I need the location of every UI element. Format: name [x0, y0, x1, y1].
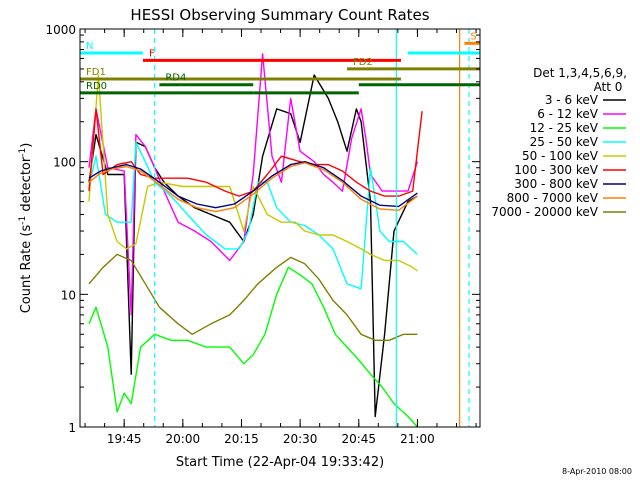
- series-line-7: [88, 160, 418, 209]
- x-tick-label: 21:00: [400, 432, 435, 446]
- x-axis-label: Start Time (22-Apr-04 19:33:42): [176, 455, 384, 470]
- series-line-3: [88, 266, 418, 427]
- annotation-label: FD1: [86, 67, 106, 78]
- legend-title-line-2: Att 0: [594, 80, 623, 94]
- plot-frame: [79, 28, 481, 428]
- y-tick-label: 100: [53, 156, 76, 170]
- series-line-2: [88, 53, 419, 316]
- date-stamp: 8-Apr-2010 08:00: [562, 467, 632, 476]
- annotation-label: RD4: [165, 73, 186, 84]
- legend-entry-3: 12 - 25 keV: [530, 121, 599, 135]
- series-line-8: [88, 162, 418, 213]
- x-tick-label: 20:45: [341, 432, 376, 446]
- x-tick-label: 19:45: [107, 432, 142, 446]
- legend-entry-4: 25 - 50 keV: [530, 135, 599, 149]
- y-axis-label: Count Rate (s-1 detector-1): [18, 143, 34, 314]
- plot-area: N F FD1 FD2 RD0 RD4 S: [80, 29, 480, 427]
- legend-entry-6: 100 - 300 keV: [514, 163, 598, 177]
- y-tick-label: 1000: [45, 23, 76, 37]
- annotation-label: S: [470, 31, 476, 42]
- legend-entry-7: 300 - 800 keV: [514, 177, 598, 191]
- series-line-9: [88, 253, 418, 341]
- legend-entry-9: 7000 - 20000 keV: [491, 205, 598, 219]
- x-tick-label: 20:30: [283, 432, 318, 446]
- chart-title: HESSI Observing Summary Count Rates: [130, 6, 429, 24]
- x-axis: 19:45 20:00 20:15 20:30 20:45 21:00: [84, 29, 477, 446]
- x-tick-label: 20:00: [166, 432, 201, 446]
- annotation-label: N: [86, 41, 93, 52]
- legend-entry-2: 6 - 12 keV: [537, 107, 599, 121]
- annotation-label: FD2: [353, 57, 373, 68]
- series-line-5: [88, 74, 418, 272]
- y-tick-label: 10: [61, 288, 76, 302]
- legend-entry-8: 800 - 7000 keV: [507, 191, 599, 205]
- annotation-label: F: [149, 48, 155, 59]
- legend-entry-5: 50 - 100 keV: [522, 149, 599, 163]
- legend-title-line-1: Det 1,3,4,5,6,9,: [533, 66, 627, 80]
- annotation-label: RD0: [86, 81, 107, 92]
- y-axis: 1 10 100 1000: [45, 23, 480, 435]
- y-tick-label: 1: [68, 421, 76, 435]
- x-tick-label: 20:15: [224, 432, 259, 446]
- legend-entry-1: 3 - 6 keV: [545, 93, 599, 107]
- series-line-4: [88, 141, 418, 290]
